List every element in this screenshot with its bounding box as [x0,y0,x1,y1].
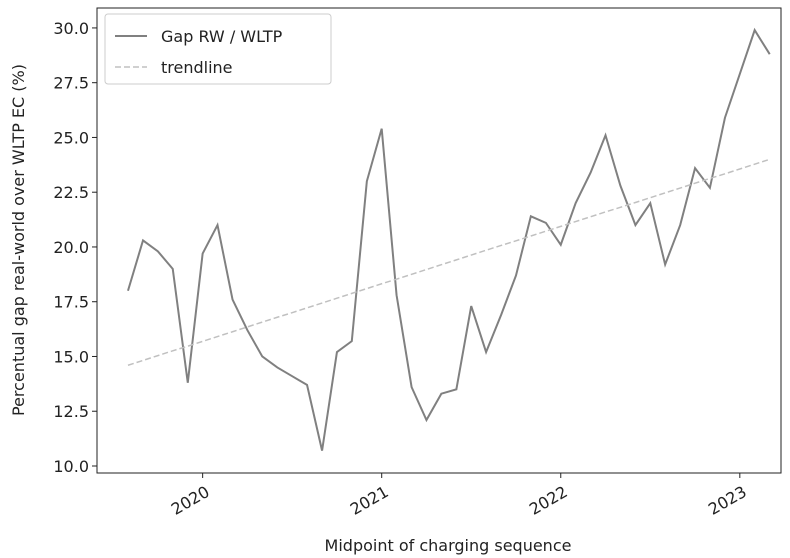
series-line [127,27,771,451]
x-tick-label: 2023 [705,482,750,519]
y-tick-label: 30.0 [53,19,89,38]
plot-frame [96,7,782,474]
x-axis-label: Midpoint of charging sequence [325,536,572,555]
series-line [127,158,770,366]
legend-label: Gap RW / WLTP [161,27,283,46]
legend-label: trendline [161,58,233,77]
legend-box [104,13,332,85]
y-tick-label: 27.5 [53,74,89,93]
x-tick-label: 2020 [168,482,213,519]
y-tick-label: 22.5 [53,183,89,202]
x-tick-label: 2022 [526,482,571,519]
y-tick-label: 25.0 [53,128,89,147]
y-tick-label: 12.5 [53,402,89,421]
y-tick-label: 20.0 [53,238,89,257]
y-tick-label: 15.0 [53,347,89,366]
y-axis-label: Percentual gap real-world over WLTP EC (… [9,64,28,416]
y-tick-label: 17.5 [53,293,89,312]
x-tick-label: 2021 [347,482,392,519]
y-tick-label: 10.0 [53,457,89,476]
